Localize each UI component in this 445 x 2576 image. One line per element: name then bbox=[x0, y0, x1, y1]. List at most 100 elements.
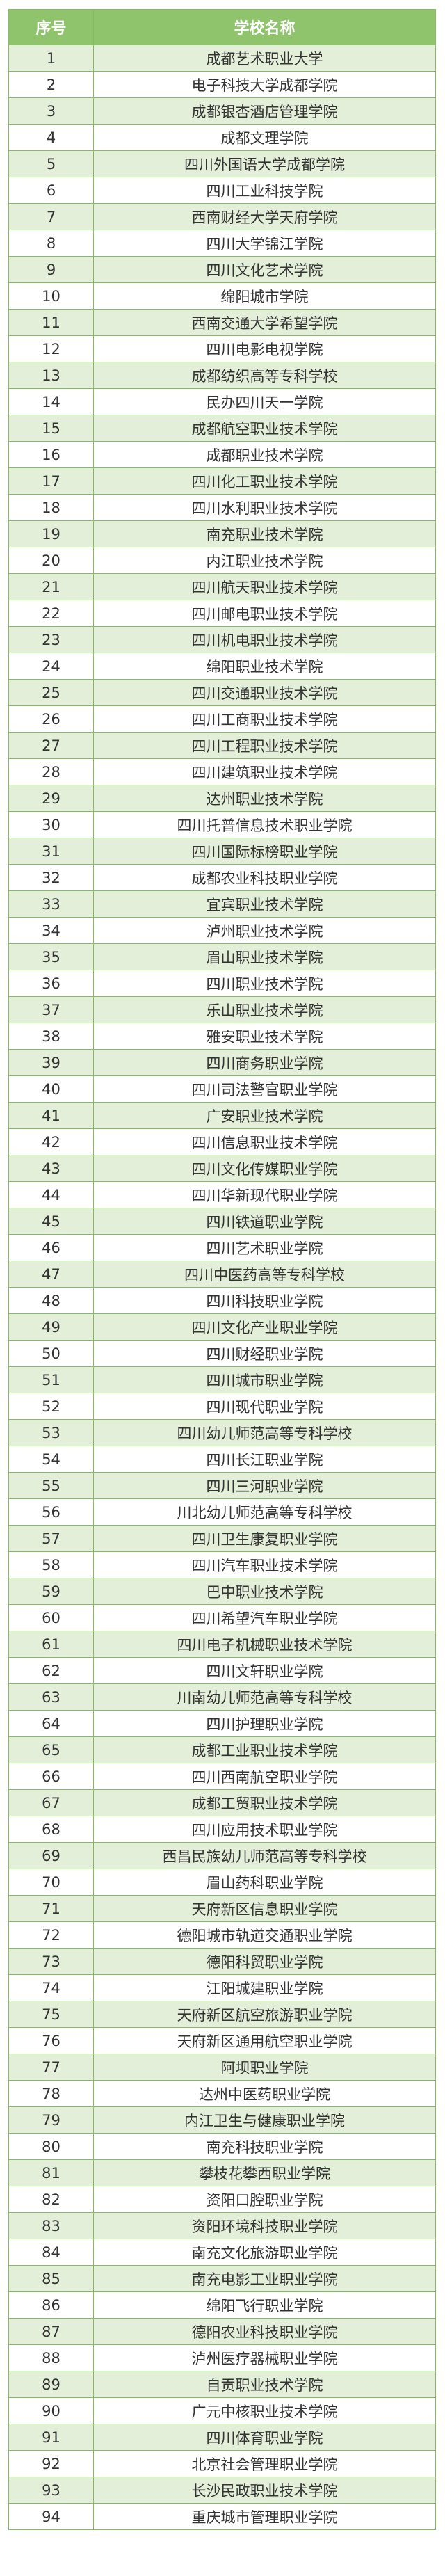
row-index: 45 bbox=[8, 1208, 94, 1235]
row-index: 42 bbox=[8, 1128, 94, 1155]
row-school-name: 成都银杏酒店管理学院 bbox=[93, 97, 436, 125]
table-row: 85 南充电影工业职业学院 bbox=[8, 2265, 436, 2292]
row-index: 54 bbox=[8, 1446, 94, 1473]
row-index: 79 bbox=[8, 2106, 94, 2134]
table-row: 78 达州中医药职业学院 bbox=[8, 2080, 436, 2107]
table-row: 18 四川水利职业技术学院 bbox=[8, 494, 436, 521]
table-row: 34 泸州职业技术学院 bbox=[8, 917, 436, 944]
table-row: 92 北京社会管理职业学院 bbox=[8, 2450, 436, 2477]
row-school-name: 民办四川天一学院 bbox=[93, 388, 436, 415]
table-row: 45 四川铁道职业学院 bbox=[8, 1208, 436, 1235]
row-school-name: 四川机电职业技术学院 bbox=[93, 626, 436, 653]
table-row: 10 绵阳城市学院 bbox=[8, 282, 436, 310]
table-row: 11 西南交通大学希望学院 bbox=[8, 309, 436, 336]
row-index: 15 bbox=[8, 415, 94, 442]
row-school-name: 阿坝职业学院 bbox=[93, 2054, 436, 2081]
table-row: 47 四川中医药高等专科学校 bbox=[8, 1261, 436, 1288]
table-row: 32 成都农业科技职业学院 bbox=[8, 864, 436, 891]
row-index: 83 bbox=[8, 2212, 94, 2239]
row-school-name: 成都农业科技职业学院 bbox=[93, 864, 436, 891]
row-school-name: 泸州职业技术学院 bbox=[93, 917, 436, 944]
row-school-name: 绵阳城市学院 bbox=[93, 282, 436, 310]
row-school-name: 资阳口腔职业学院 bbox=[93, 2186, 436, 2213]
row-index: 69 bbox=[8, 1842, 94, 1869]
row-school-name: 四川护理职业学院 bbox=[93, 1710, 436, 1737]
row-school-name: 宜宾职业技术学院 bbox=[93, 890, 436, 918]
row-index: 18 bbox=[8, 494, 94, 521]
row-index: 90 bbox=[8, 2397, 94, 2424]
table-row: 77 阿坝职业学院 bbox=[8, 2054, 436, 2081]
row-index: 60 bbox=[8, 1604, 94, 1631]
table-row: 5 四川外国语大学成都学院 bbox=[8, 150, 436, 177]
table-row: 68 四川应用技术职业学院 bbox=[8, 1816, 436, 1843]
row-school-name: 四川西南航空职业学院 bbox=[93, 1763, 436, 1790]
row-index: 88 bbox=[8, 2344, 94, 2371]
table-row: 44 四川华新现代职业学院 bbox=[8, 1181, 436, 1208]
row-index: 20 bbox=[8, 547, 94, 574]
row-index: 21 bbox=[8, 573, 94, 600]
row-index: 84 bbox=[8, 2239, 94, 2266]
row-index: 27 bbox=[8, 732, 94, 759]
row-school-name: 四川电影电视学院 bbox=[93, 335, 436, 362]
header-index: 序号 bbox=[8, 9, 94, 45]
row-school-name: 达州中医药职业学院 bbox=[93, 2080, 436, 2107]
row-school-name: 四川托普信息技术职业学院 bbox=[93, 811, 436, 838]
table-row: 69 西昌民族幼儿师范高等专科学校 bbox=[8, 1842, 436, 1869]
row-index: 66 bbox=[8, 1763, 94, 1790]
row-school-name: 天府新区信息职业学院 bbox=[93, 1895, 436, 1922]
row-index: 94 bbox=[8, 2503, 94, 2530]
table-row: 27 四川工程职业技术学院 bbox=[8, 732, 436, 759]
row-school-name: 资阳环境科技职业学院 bbox=[93, 2212, 436, 2239]
row-school-name: 内江卫生与健康职业学院 bbox=[93, 2106, 436, 2134]
table-row: 49 四川文化产业职业学院 bbox=[8, 1313, 436, 1341]
row-school-name: 绵阳飞行职业学院 bbox=[93, 2291, 436, 2319]
row-school-name: 内江职业技术学院 bbox=[93, 547, 436, 574]
row-index: 75 bbox=[8, 2001, 94, 2028]
row-school-name: 四川外国语大学成都学院 bbox=[93, 150, 436, 177]
table-row: 88 泸州医疗器械职业学院 bbox=[8, 2344, 436, 2371]
row-school-name: 四川工商职业技术学院 bbox=[93, 705, 436, 733]
row-index: 55 bbox=[8, 1472, 94, 1499]
row-index: 52 bbox=[8, 1393, 94, 1420]
table-row: 30 四川托普信息技术职业学院 bbox=[8, 811, 436, 838]
row-index: 80 bbox=[8, 2133, 94, 2160]
table-row: 59 巴中职业技术学院 bbox=[8, 1578, 436, 1605]
row-index: 36 bbox=[8, 970, 94, 997]
row-school-name: 四川铁道职业学院 bbox=[93, 1208, 436, 1235]
row-index: 41 bbox=[8, 1102, 94, 1129]
row-school-name: 四川卫生康复职业学院 bbox=[93, 1525, 436, 1552]
table-row: 36 四川职业技术学院 bbox=[8, 970, 436, 997]
row-school-name: 成都文理学院 bbox=[93, 124, 436, 151]
table-row: 63 川南幼儿师范高等专科学校 bbox=[8, 1683, 436, 1711]
row-index: 30 bbox=[8, 811, 94, 838]
table-row: 75 天府新区航空旅游职业学院 bbox=[8, 2001, 436, 2028]
row-school-name: 自贡职业技术学院 bbox=[93, 2371, 436, 2398]
row-school-name: 四川体育职业学院 bbox=[93, 2424, 436, 2451]
row-index: 74 bbox=[8, 1974, 94, 2001]
row-index: 61 bbox=[8, 1631, 94, 1658]
row-index: 93 bbox=[8, 2477, 94, 2504]
row-index: 64 bbox=[8, 1710, 94, 1737]
row-index: 23 bbox=[8, 626, 94, 653]
row-index: 12 bbox=[8, 335, 94, 362]
table-row: 74 江阳城建职业学院 bbox=[8, 1974, 436, 2001]
row-school-name: 四川文化艺术学院 bbox=[93, 256, 436, 283]
row-index: 73 bbox=[8, 1948, 94, 1975]
table-row: 31 四川国际标榜职业学院 bbox=[8, 838, 436, 865]
row-school-name: 四川工程职业技术学院 bbox=[93, 732, 436, 759]
row-school-name: 四川汽车职业技术学院 bbox=[93, 1551, 436, 1578]
row-school-name: 四川信息职业技术学院 bbox=[93, 1128, 436, 1155]
row-school-name: 眉山职业技术学院 bbox=[93, 943, 436, 970]
row-index: 56 bbox=[8, 1498, 94, 1526]
row-school-name: 四川财经职业学院 bbox=[93, 1340, 436, 1367]
row-school-name: 四川中医药高等专科学校 bbox=[93, 1261, 436, 1288]
row-index: 13 bbox=[8, 362, 94, 389]
table-row: 56 川北幼儿师范高等专科学校 bbox=[8, 1498, 436, 1526]
row-index: 38 bbox=[8, 1023, 94, 1050]
table-row: 48 四川科技职业学院 bbox=[8, 1287, 436, 1314]
table-row: 55 四川三河职业学院 bbox=[8, 1472, 436, 1499]
row-index: 78 bbox=[8, 2080, 94, 2107]
table-row: 9 四川文化艺术学院 bbox=[8, 256, 436, 283]
table-row: 43 四川文化传媒职业学院 bbox=[8, 1155, 436, 1182]
table-row: 84 南充文化旅游职业学院 bbox=[8, 2239, 436, 2266]
